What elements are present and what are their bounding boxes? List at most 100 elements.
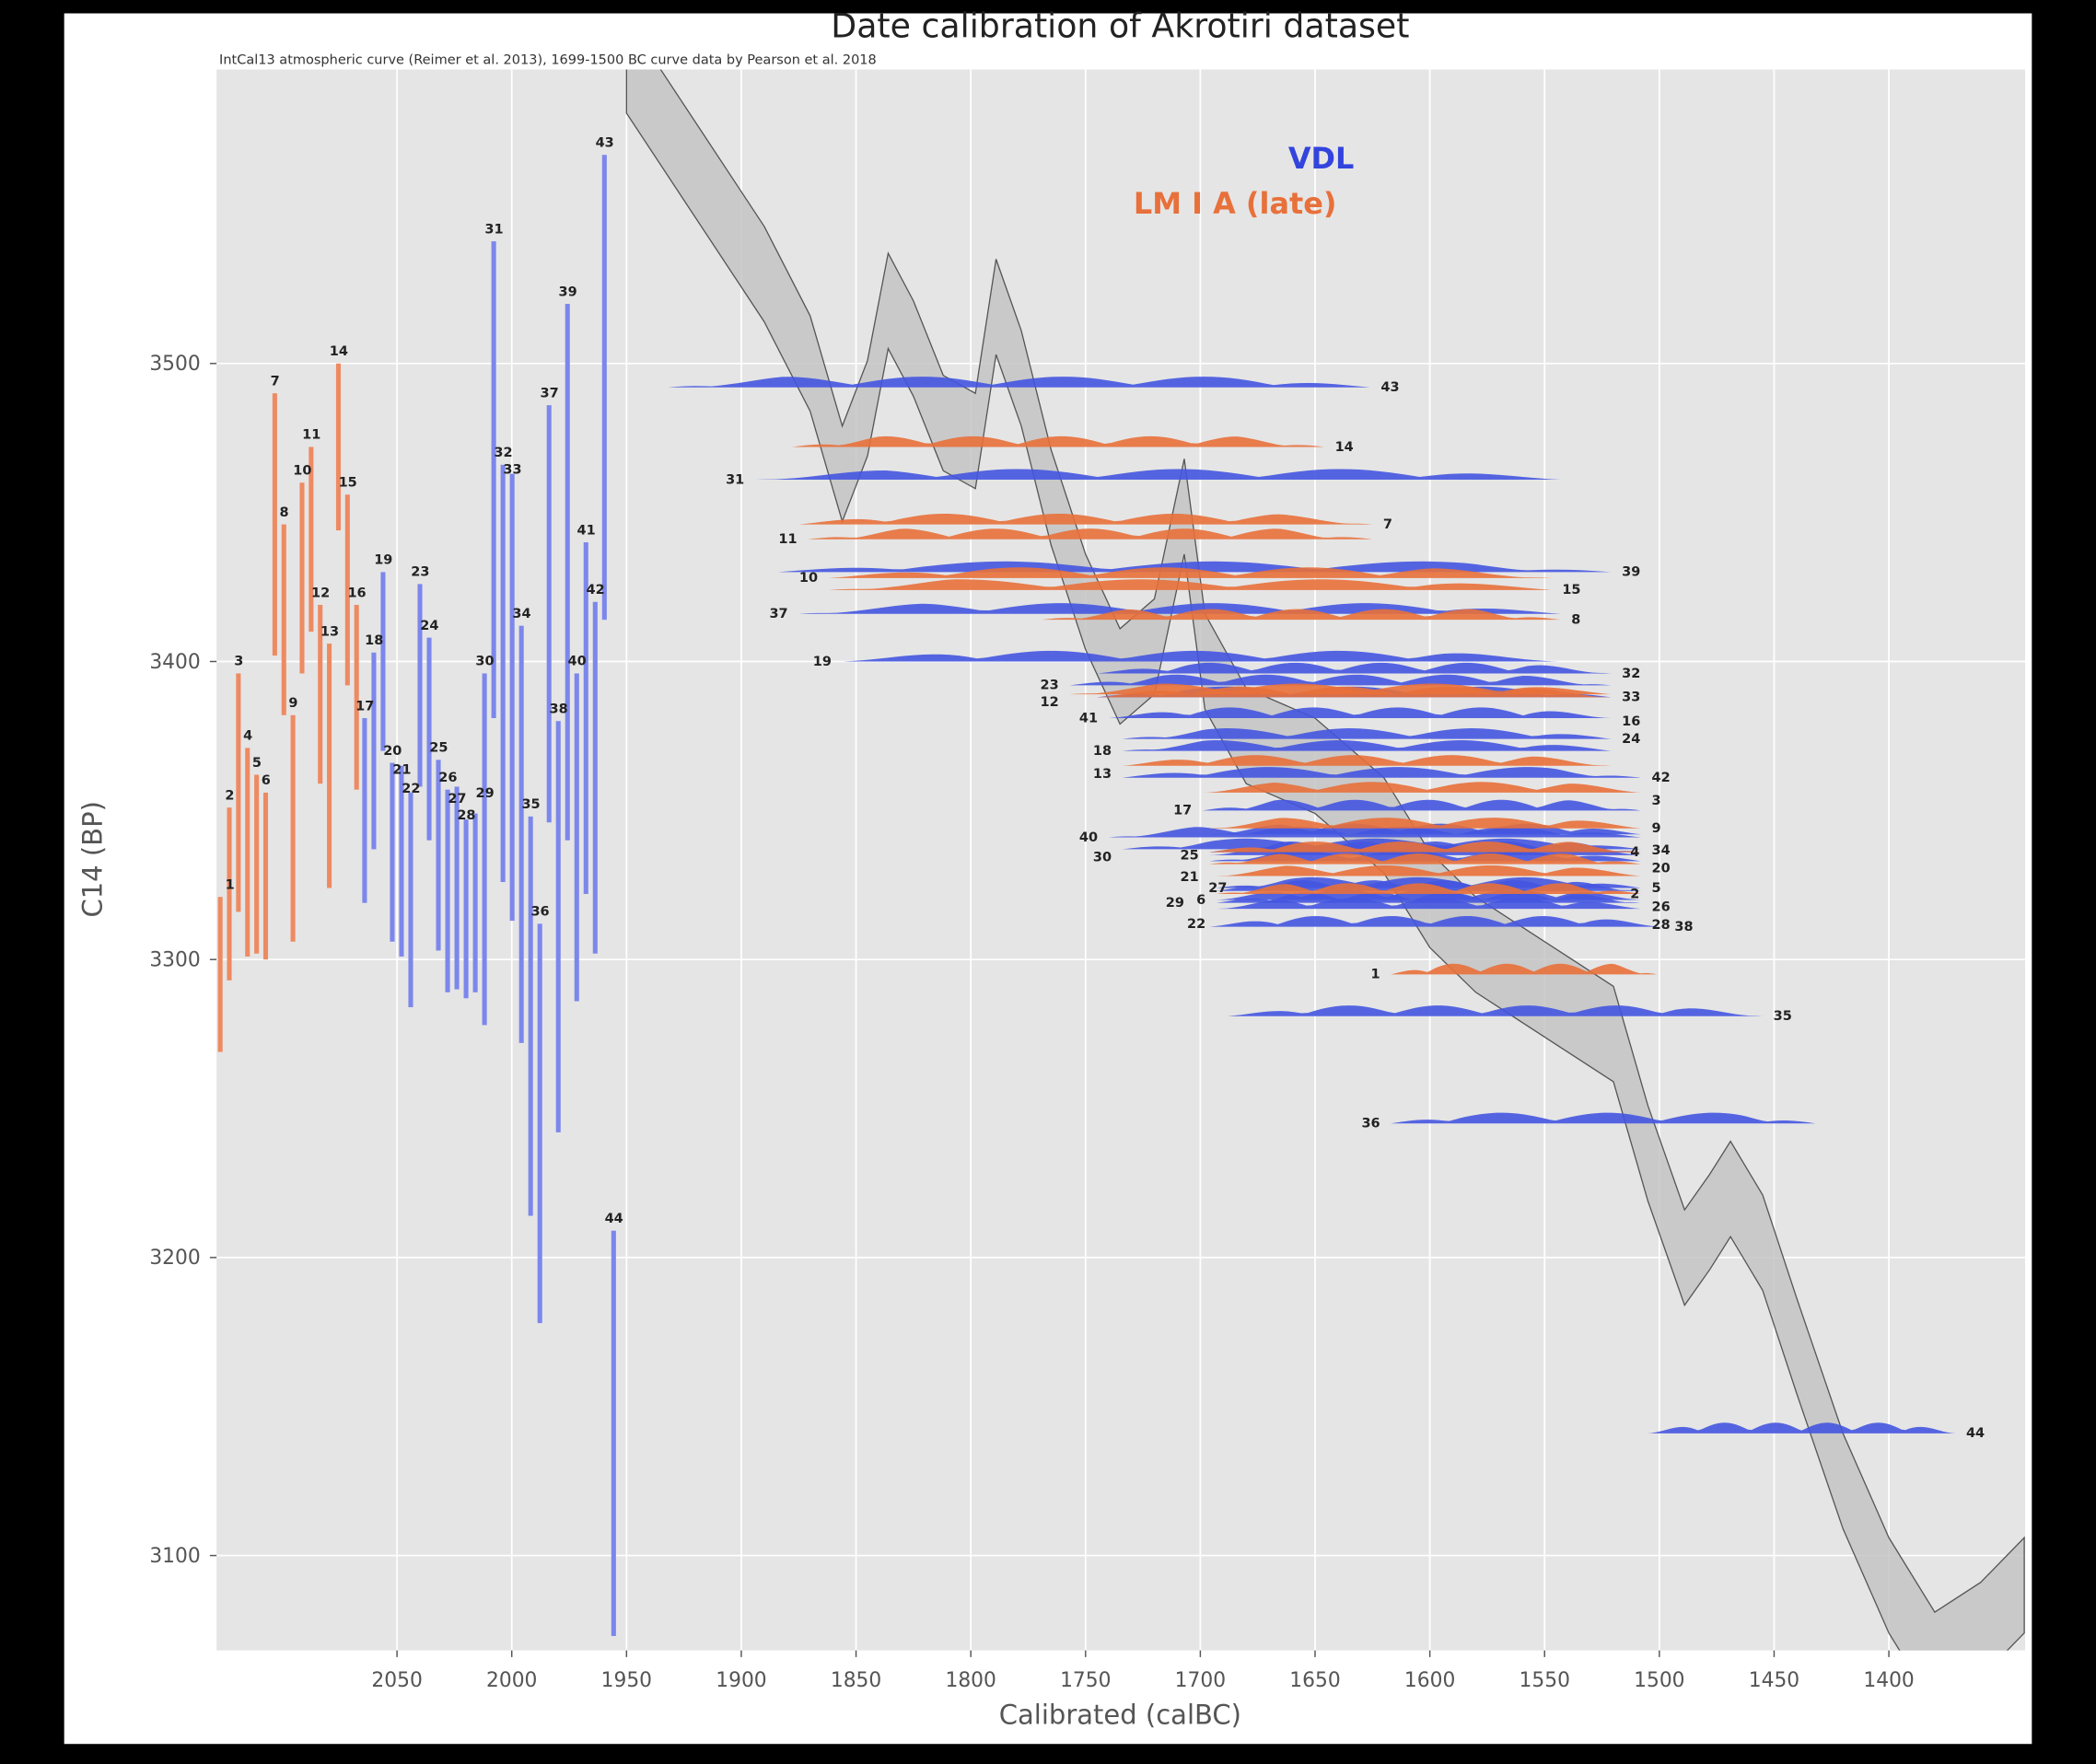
x-tick-label: 1850 [831, 1669, 881, 1692]
density-19 [842, 650, 1561, 662]
calibrated-distributions [668, 377, 1956, 1433]
bar-label-18: 18 [365, 633, 383, 648]
bar-label-2: 2 [225, 788, 234, 803]
density-label-24: 24 [1622, 732, 1640, 747]
density-label-38: 38 [1674, 920, 1693, 934]
density-label-44: 44 [1966, 1426, 1985, 1441]
x-tick-label: 1750 [1060, 1669, 1111, 1692]
bar-label-19: 19 [374, 553, 392, 568]
legend-vdl: VDL [1288, 141, 1355, 176]
bar-label-26: 26 [438, 771, 457, 785]
bar-label-1: 1 [226, 878, 235, 893]
bar-label-6: 6 [262, 773, 271, 788]
y-tick-label: 3400 [149, 651, 200, 674]
density-label-11: 11 [778, 532, 797, 547]
density-44 [1648, 1422, 1956, 1433]
x-tick-label: 1650 [1289, 1669, 1340, 1692]
calibration-curve [625, 69, 2025, 1651]
density-13 [1122, 755, 1612, 766]
density-label-17: 17 [1173, 804, 1192, 818]
bar-label-41: 41 [577, 523, 596, 538]
density-label-27: 27 [1208, 881, 1227, 896]
density-label-10: 10 [799, 571, 818, 586]
density-label-2: 2 [1630, 887, 1639, 901]
x-tick-label: 1700 [1175, 1669, 1226, 1692]
bar-17 [362, 718, 367, 903]
bar-33 [509, 473, 515, 922]
density-1 [1391, 963, 1658, 975]
x-tick-label: 1500 [1634, 1669, 1684, 1692]
density-40 [1108, 826, 1641, 838]
density-label-32: 32 [1622, 667, 1640, 681]
density-label-33: 33 [1622, 691, 1640, 705]
bar-38 [555, 721, 561, 1132]
density-41 [1108, 707, 1612, 719]
bar-label-8: 8 [280, 505, 289, 520]
bar-label-40: 40 [568, 655, 587, 669]
bar-label-43: 43 [596, 136, 614, 151]
density-9 [1209, 818, 1641, 829]
bar-25 [436, 760, 441, 951]
bar-16 [354, 604, 359, 790]
bar-label-7: 7 [271, 374, 280, 389]
bar-21 [399, 765, 404, 957]
y-tick-label: 3100 [149, 1545, 200, 1568]
density-38 [1209, 915, 1664, 927]
bar-label-23: 23 [411, 565, 429, 580]
density-29 [1216, 892, 1641, 903]
bar-29 [472, 813, 478, 992]
density-label-5: 5 [1652, 881, 1661, 896]
x-tick-label: 2000 [486, 1669, 537, 1692]
bar-41 [583, 542, 588, 894]
bar-34 [518, 625, 524, 1043]
x-tick-label: 1450 [1749, 1669, 1799, 1692]
density-label-39: 39 [1622, 565, 1640, 580]
bar-44 [611, 1230, 616, 1636]
bar-label-4: 4 [243, 729, 252, 744]
density-label-16: 16 [1622, 714, 1640, 729]
bar-15 [344, 494, 350, 686]
density-label-43: 43 [1380, 380, 1399, 395]
bar-24 [426, 637, 432, 841]
density-label-20: 20 [1652, 861, 1671, 876]
bar-11 [309, 447, 314, 632]
bar-28 [463, 819, 469, 999]
bar-label-39: 39 [559, 284, 577, 299]
density-label-1: 1 [1371, 968, 1380, 982]
plot-background [216, 69, 2026, 1651]
x-axis-label: Calibrated (calBC) [999, 1699, 1241, 1730]
bar-9 [290, 714, 296, 942]
density-43 [668, 377, 1370, 388]
bar-14 [335, 363, 342, 531]
density-label-23: 23 [1041, 679, 1059, 693]
density-label-19: 19 [813, 655, 832, 669]
sample-labels: 1234567891011121314151617181920212223242… [225, 136, 1985, 1442]
chart-subtitle: IntCal13 atmospheric curve (Reimer et al… [219, 53, 877, 68]
x-tick-label: 1800 [945, 1669, 996, 1692]
density-32 [1097, 662, 1612, 674]
bar-40 [574, 673, 579, 1002]
bar-18 [371, 652, 377, 850]
bar-label-17: 17 [355, 699, 374, 714]
measurement-bars [217, 155, 616, 1636]
density-10 [828, 567, 1552, 578]
density-42 [1122, 767, 1641, 778]
density-35 [1228, 1005, 1764, 1016]
density-27 [1216, 876, 1641, 888]
bar-label-25: 25 [429, 741, 448, 756]
bar-39 [565, 304, 570, 841]
density-7 [798, 514, 1373, 525]
density-36 [1391, 1112, 1816, 1124]
density-label-8: 8 [1571, 613, 1580, 628]
x-tick-label: 1950 [601, 1669, 652, 1692]
bar-30 [482, 673, 487, 1026]
density-label-18: 18 [1093, 744, 1112, 759]
bar-label-22: 22 [402, 782, 420, 796]
bar-22 [408, 792, 413, 1007]
density-label-30: 30 [1093, 850, 1112, 865]
density-14 [791, 435, 1324, 447]
bar-label-34: 34 [512, 607, 530, 621]
chart-title: Date calibration of Akrotiri dataset [831, 6, 1409, 46]
y-tick-label: 3200 [149, 1247, 200, 1270]
